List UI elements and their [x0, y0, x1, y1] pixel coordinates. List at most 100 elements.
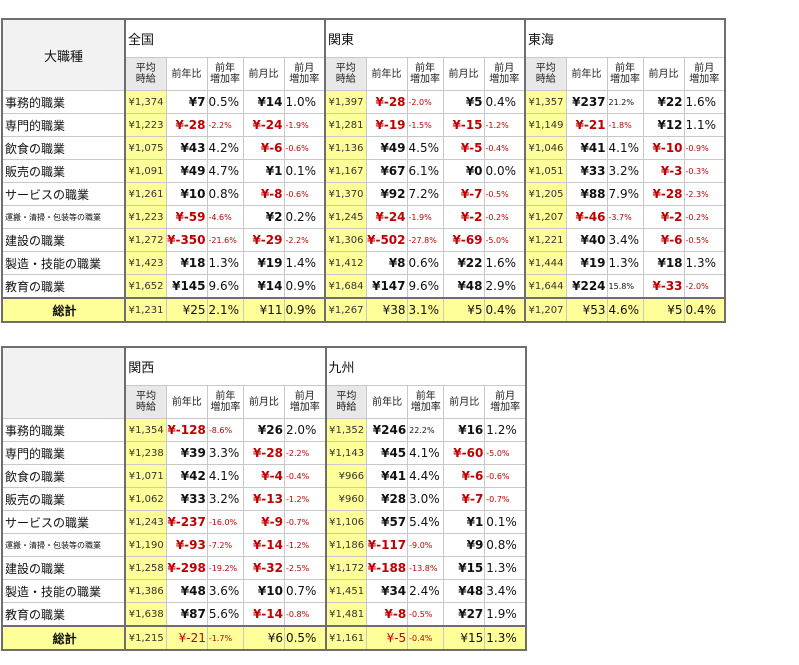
category-label: 製造・技能の職業 — [0, 579, 126, 603]
mom-rate-cell: -1.9% — [283, 113, 326, 137]
mom-rate-cell: -0.3% — [683, 159, 727, 183]
mom-diff-cell: ¥-13 — [242, 487, 285, 511]
subheader-yoy-rate: 前年 増加率 — [406, 57, 444, 91]
subheader-yoy: 前年比 — [165, 385, 208, 419]
yoy-rate-cell: 22.2% — [407, 418, 445, 442]
mom-diff-total-cell: ¥5 — [642, 297, 685, 323]
mom-rate-cell: 0.2% — [283, 205, 326, 229]
category-label: 専門的職業 — [1, 113, 126, 137]
mom-rate-cell: -5.0% — [483, 228, 526, 252]
table-row: 飲食の職業 ¥1,075 ¥43 4.2% ¥-6 -0.6% ¥1,136 ¥49 4.5% ¥… — [1, 136, 727, 160]
yoy-diff-cell: ¥7 — [165, 90, 208, 114]
category-label: 教育の職業 — [1, 274, 126, 299]
category-label: 事務的職業 — [0, 418, 126, 442]
avg-wage-cell: ¥1,272 — [124, 228, 167, 252]
mom-diff-cell: ¥-4 — [242, 464, 285, 488]
yoy-diff-total-cell: ¥25 — [165, 297, 208, 323]
yoy-diff-cell: ¥18 — [165, 251, 208, 275]
mom-rate-cell: -0.7% — [283, 510, 327, 534]
avg-wage-cell: ¥1,258 — [124, 556, 167, 580]
avg-wage-cell: ¥1,106 — [324, 510, 368, 534]
avg-wage-cell: ¥1,644 — [524, 274, 567, 299]
mom-rate-cell: -2.0% — [683, 274, 727, 299]
yoy-diff-cell: ¥-237 — [165, 510, 208, 534]
avg-wage-cell: ¥1,652 — [124, 274, 167, 299]
mom-diff-cell: ¥26 — [242, 418, 285, 442]
category-label: 販売の職業 — [0, 487, 126, 511]
yoy-diff-cell: ¥147 — [365, 274, 408, 299]
mom-rate-cell: 1.6% — [683, 90, 727, 114]
table-row: 販売の職業 ¥1,062 ¥33 3.2% ¥-13 -1.2% ¥960 ¥28 3.0% ¥-… — [0, 487, 528, 511]
table-row: 教育の職業 ¥1,638 ¥87 5.6% ¥-14 -0.8% ¥1,481 ¥-8 -0.5… — [0, 602, 528, 627]
yoy-diff-total-cell: ¥-5 — [366, 625, 409, 651]
total-label: 総計 — [0, 625, 126, 651]
mom-diff-cell: ¥-10 — [642, 136, 685, 160]
mom-diff-cell: ¥-28 — [242, 441, 285, 465]
mom-rate-cell: -0.5% — [683, 228, 727, 252]
table-row: 飲食の職業 ¥1,071 ¥42 4.1% ¥-4 -0.4% ¥966 ¥41 4.4% ¥-6… — [0, 464, 528, 488]
subheader-mom: 前月比 — [442, 57, 485, 91]
avg-wage-total-cell: ¥1,161 — [324, 625, 368, 651]
mom-rate-total-cell: 0.4% — [483, 297, 526, 323]
yoy-rate-cell: 9.6% — [406, 274, 444, 299]
avg-wage-cell: ¥1,186 — [324, 533, 368, 557]
yoy-diff-cell: ¥43 — [165, 136, 208, 160]
category-label: 事務的職業 — [1, 90, 126, 114]
mom-diff-cell: ¥-7 — [443, 487, 486, 511]
subheader-yoy: 前年比 — [365, 57, 408, 91]
yoy-rate-cell: 3.6% — [206, 579, 244, 603]
table-row: サービスの職業 ¥1,261 ¥10 0.8% ¥-8 -0.6% ¥1,370 ¥92 7.2… — [1, 182, 727, 206]
total-label: 総計 — [1, 297, 126, 323]
mom-rate-cell: 2.0% — [283, 418, 327, 442]
mom-diff-cell: ¥22 — [642, 90, 685, 114]
mom-diff-cell: ¥-33 — [642, 274, 685, 299]
mom-diff-cell: ¥1 — [443, 510, 486, 534]
yoy-rate-cell: -13.8% — [407, 556, 445, 580]
mom-diff-cell: ¥2 — [242, 205, 285, 229]
yoy-rate-total-cell: 4.6% — [606, 297, 644, 323]
avg-wage-cell: ¥1,451 — [324, 579, 368, 603]
avg-wage-cell: ¥1,370 — [324, 182, 367, 206]
yoy-rate-cell: 4.5% — [406, 136, 444, 160]
yoy-diff-cell: ¥49 — [365, 136, 408, 160]
mom-diff-cell: ¥-5 — [442, 136, 485, 160]
mom-rate-cell: -1.2% — [283, 533, 327, 557]
avg-wage-cell: ¥1,051 — [524, 159, 567, 183]
mom-diff-cell: ¥48 — [442, 274, 485, 299]
yoy-rate-cell: 21.2% — [606, 90, 644, 114]
mom-rate-cell: -5.0% — [484, 441, 528, 465]
avg-wage-cell: ¥1,243 — [124, 510, 167, 534]
avg-wage-cell: ¥1,397 — [324, 90, 367, 114]
yoy-diff-cell: ¥-128 — [165, 418, 208, 442]
subheader-avg: 平均 時給 — [124, 385, 167, 419]
mom-diff-total-cell: ¥11 — [242, 297, 285, 323]
yoy-rate-cell: 4.1% — [407, 441, 445, 465]
mom-rate-total-cell: 0.9% — [283, 297, 326, 323]
yoy-rate-cell: 5.4% — [407, 510, 445, 534]
subheader-mom-rate: 前月 増加率 — [683, 57, 727, 91]
mom-diff-cell: ¥-60 — [443, 441, 486, 465]
yoy-rate-cell: -4.6% — [206, 205, 244, 229]
mom-rate-cell: 1.9% — [484, 602, 528, 627]
mom-diff-cell: ¥14 — [242, 274, 285, 299]
yoy-rate-cell: 0.6% — [406, 251, 444, 275]
mom-diff-cell: ¥-8 — [242, 182, 285, 206]
category-label: 飲食の職業 — [1, 136, 126, 160]
yoy-rate-cell: -1.5% — [406, 113, 444, 137]
table-row: 運搬・清掃・包装等の職業 ¥1,190 ¥-93 -7.2% ¥-14 -1.2% ¥1,1… — [0, 533, 528, 557]
yoy-diff-cell: ¥39 — [165, 441, 208, 465]
mom-diff-cell: ¥-9 — [242, 510, 285, 534]
avg-wage-total-cell: ¥1,267 — [324, 297, 367, 323]
region-header: 全国 — [123, 18, 326, 58]
mom-rate-cell: 0.4% — [483, 90, 526, 114]
avg-wage-total-cell: ¥1,231 — [124, 297, 167, 323]
avg-wage-cell: ¥1,143 — [324, 441, 368, 465]
subheader-mom-rate: 前月 増加率 — [484, 385, 528, 419]
region-header: 東海 — [524, 18, 727, 58]
mom-rate-cell: -0.9% — [683, 136, 727, 160]
yoy-rate-total-cell: -0.4% — [407, 625, 445, 651]
mom-diff-total-cell: ¥6 — [242, 625, 285, 651]
avg-wage-cell: ¥1,306 — [324, 228, 367, 252]
mom-diff-cell: ¥5 — [442, 90, 485, 114]
yoy-rate-cell: -27.8% — [406, 228, 444, 252]
